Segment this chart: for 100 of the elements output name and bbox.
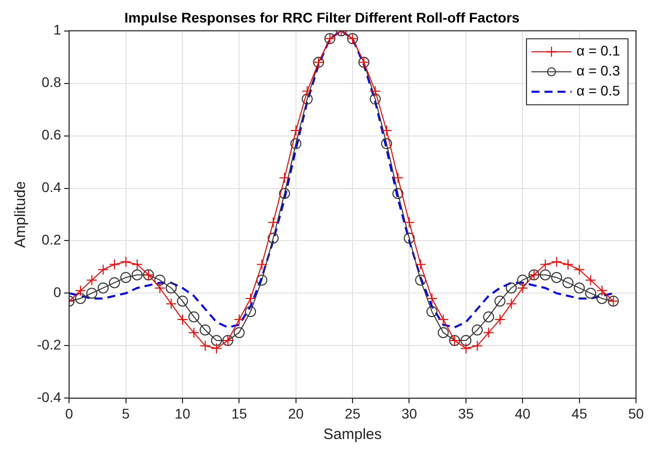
chart-title: Impulse Responses for RRC Filter Different Roll-off Factors [124, 9, 520, 26]
point [392, 172, 404, 184]
y-tick-label: 0 [53, 284, 62, 300]
point [290, 138, 302, 150]
point [108, 258, 120, 270]
y-axis-title: Amplitude [12, 181, 30, 248]
point [460, 334, 472, 346]
point [211, 334, 222, 346]
x-tick-label: 5 [122, 405, 130, 422]
point [200, 324, 211, 336]
point [404, 232, 415, 244]
point [166, 298, 177, 310]
point [438, 327, 449, 338]
point [460, 342, 472, 354]
point [279, 188, 290, 200]
point [74, 285, 86, 296]
point [268, 216, 279, 228]
point [585, 274, 596, 286]
point [154, 274, 166, 286]
y-tick-label: 1 [53, 22, 62, 38]
point [506, 298, 517, 310]
point [551, 256, 562, 268]
y-tick-label: -0.2 [37, 336, 62, 353]
x-tick-label: 40 [514, 405, 531, 422]
x-tick-label: 0 [65, 405, 74, 422]
point [74, 292, 86, 304]
point [551, 272, 562, 283]
x-tick-label: 20 [288, 405, 304, 422]
point [108, 277, 120, 288]
point [177, 314, 188, 325]
point [154, 282, 166, 294]
point [562, 258, 574, 270]
x-tick-label: 35 [458, 405, 474, 422]
y-tick-label: 0.6 [42, 126, 62, 143]
point [166, 282, 177, 294]
y-tick-label: 0.8 [42, 74, 62, 90]
legend-label: α = 0.5 [576, 82, 620, 99]
point [426, 306, 438, 318]
point [404, 216, 415, 228]
point [132, 258, 143, 270]
point [506, 282, 517, 294]
x-tick-label: 10 [174, 405, 190, 422]
legend-label: α = 0.3 [576, 62, 620, 79]
point [494, 314, 506, 325]
y-tick-label: 0.4 [42, 179, 62, 196]
point [245, 306, 256, 318]
point [438, 314, 449, 325]
y-tick-label: 0.2 [42, 232, 62, 248]
point [188, 327, 200, 338]
point [517, 282, 528, 294]
point [540, 269, 551, 280]
point [596, 285, 608, 296]
point [517, 274, 528, 286]
point [268, 232, 279, 244]
point [415, 274, 426, 286]
point [302, 94, 313, 105]
point [585, 288, 596, 299]
point [472, 340, 483, 352]
point [256, 258, 268, 270]
point [234, 327, 245, 338]
point [120, 272, 132, 283]
point [472, 324, 483, 336]
y-tick-label: -0.4 [37, 389, 62, 406]
x-tick-label: 25 [344, 405, 361, 422]
point [279, 172, 290, 184]
point [290, 125, 302, 136]
point [415, 258, 426, 270]
point [98, 282, 109, 294]
point [98, 264, 109, 276]
x-tick-label: 15 [231, 405, 248, 422]
point [562, 277, 574, 288]
point [381, 138, 392, 150]
point [200, 340, 211, 352]
point [132, 269, 143, 280]
point [574, 264, 585, 276]
x-axis-title: Samples [323, 426, 382, 444]
point [392, 188, 404, 200]
point [188, 311, 200, 322]
point [381, 125, 392, 136]
legend-label: α = 0.1 [576, 42, 620, 59]
point [483, 327, 494, 338]
point [86, 274, 98, 286]
point [494, 296, 506, 307]
point [574, 282, 585, 294]
point [540, 258, 551, 270]
point [86, 288, 98, 299]
point [302, 86, 313, 97]
x-tick-label: 50 [628, 405, 644, 422]
point [245, 292, 256, 304]
point [596, 292, 608, 304]
point [370, 94, 381, 105]
point [370, 86, 381, 97]
point [483, 311, 494, 322]
point [256, 274, 268, 286]
point [426, 292, 438, 304]
point [211, 342, 222, 354]
point [234, 314, 245, 325]
point [177, 296, 188, 307]
x-tick-label: 45 [572, 405, 588, 422]
point [120, 256, 132, 268]
